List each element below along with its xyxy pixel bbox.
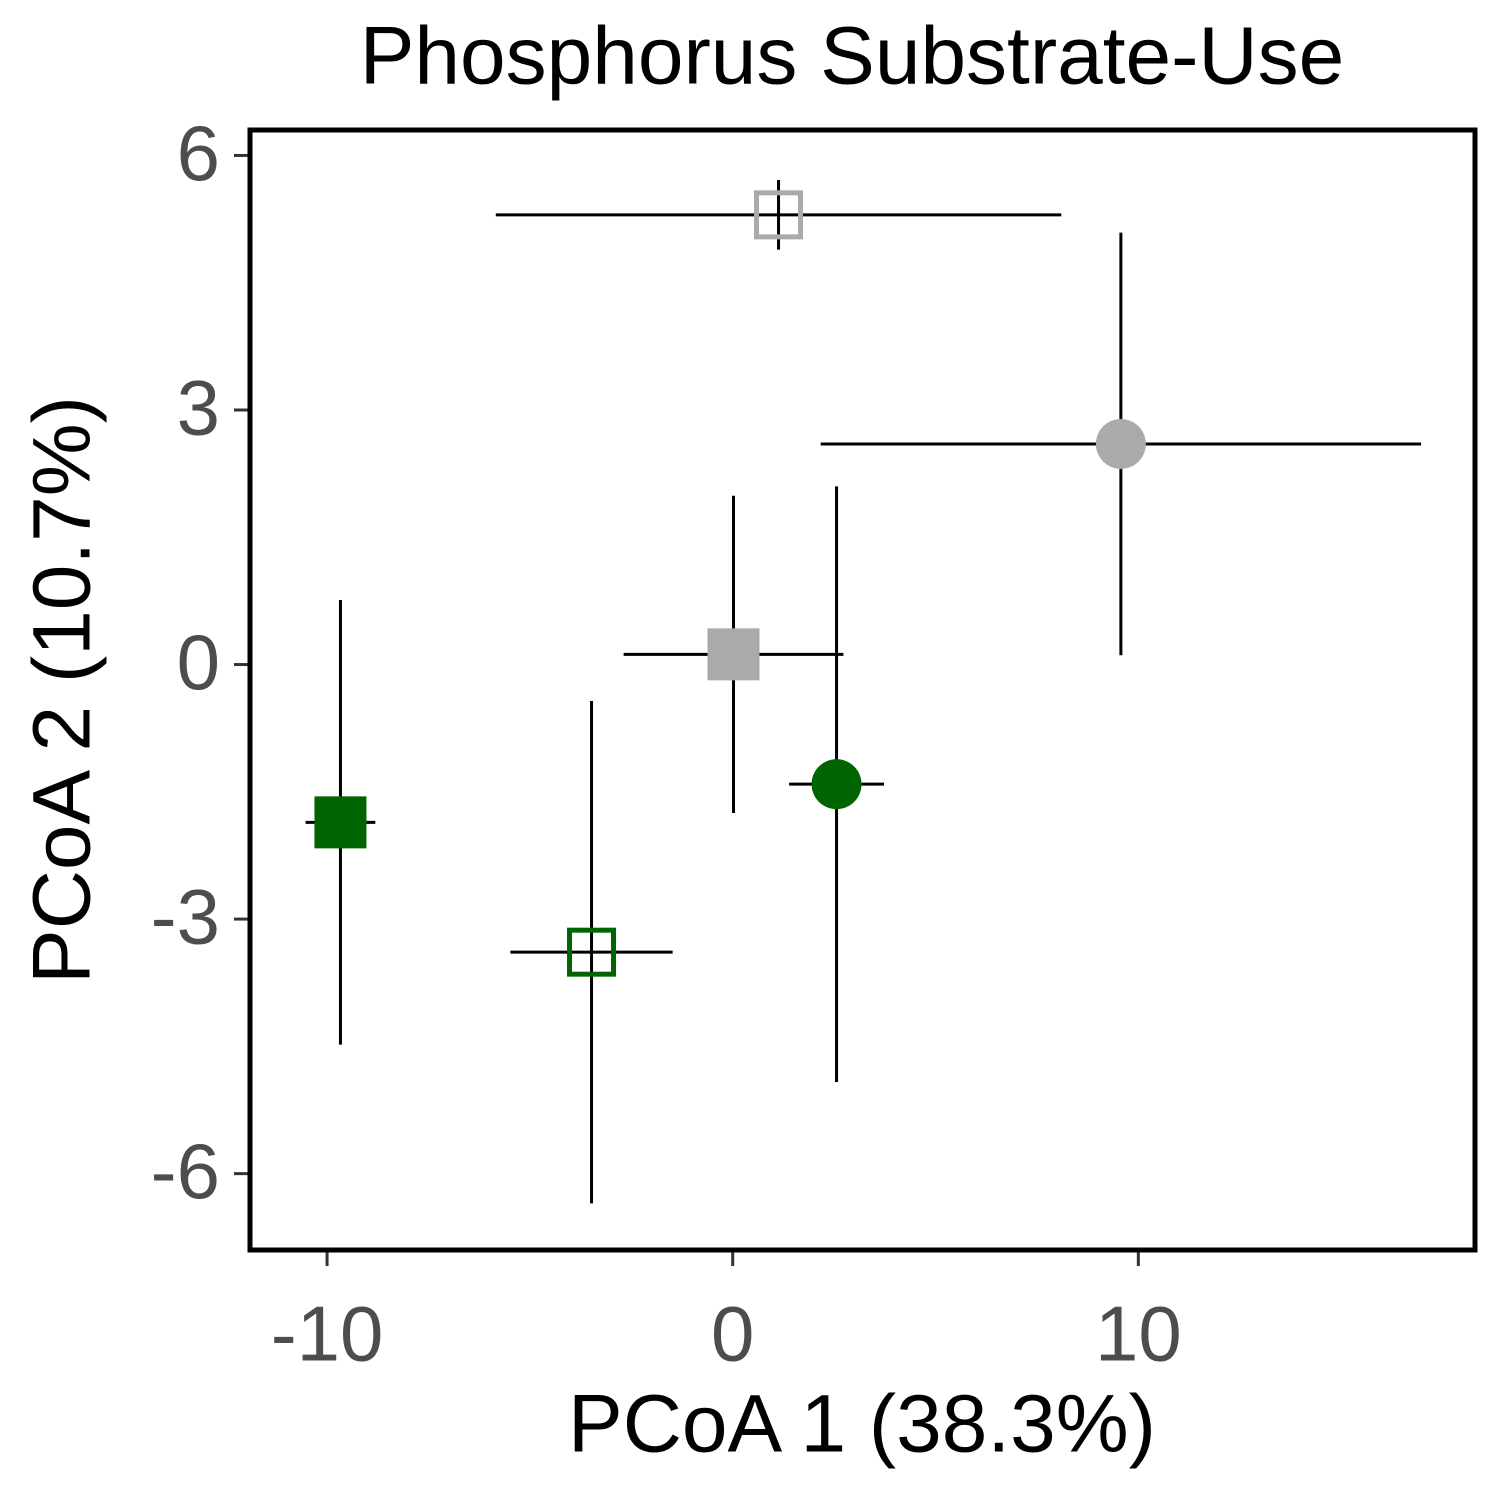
y-tick-label: 0 — [177, 618, 220, 706]
point — [707, 628, 760, 681]
x-axis-label: PCoA 1 (38.3%) — [568, 1379, 1156, 1470]
chart-title: Phosphorus Substrate-Use — [360, 11, 1345, 102]
x-tick-label: -10 — [271, 1290, 384, 1378]
y-tick-label: 3 — [177, 364, 220, 452]
point — [811, 759, 862, 810]
point — [1095, 418, 1146, 469]
plot-frame — [247, 127, 1478, 1253]
x-tick-label: 0 — [711, 1290, 754, 1378]
point — [754, 190, 804, 240]
point — [567, 927, 617, 977]
y-tick-label: -6 — [151, 1127, 220, 1215]
x-tick-label: 10 — [1095, 1290, 1182, 1378]
y-tick-label: -3 — [151, 873, 220, 961]
y-axis-label: PCoA 2 (10.7%) — [17, 396, 108, 984]
y-tick-label: 6 — [177, 109, 220, 197]
point — [314, 796, 367, 849]
